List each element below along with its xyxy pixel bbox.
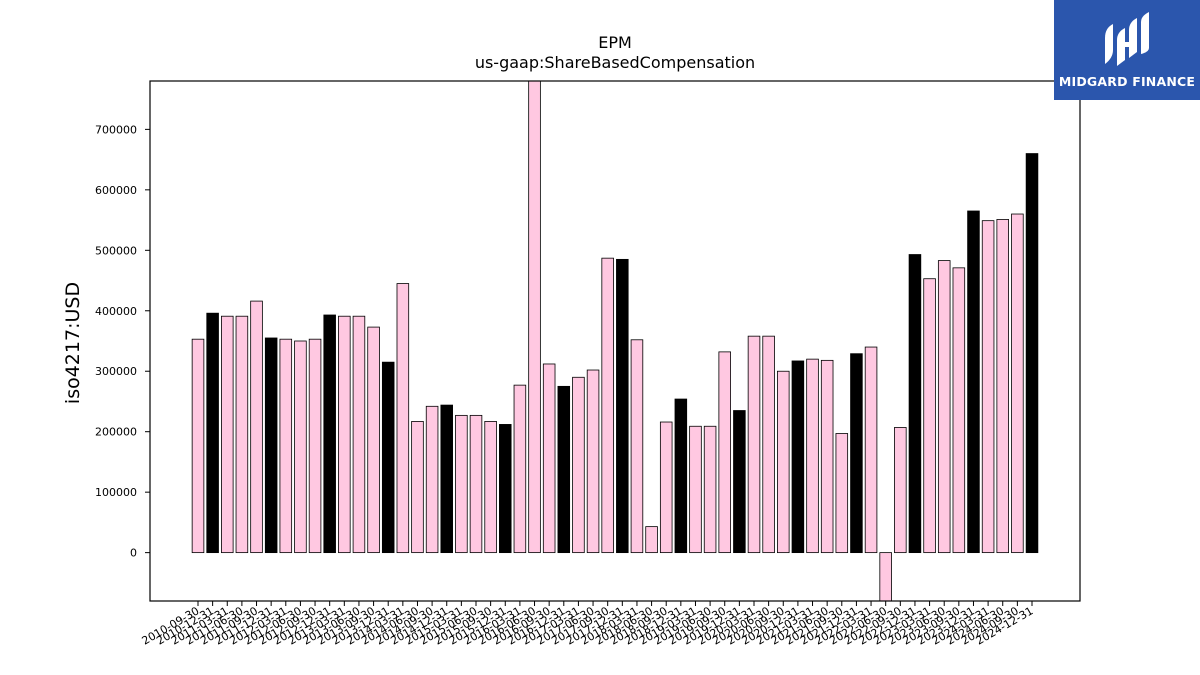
brand-logo: MIDGARD FINANCE <box>1054 0 1200 100</box>
bar-2019-03-31 <box>689 425 702 554</box>
y-tick-label: 400000 <box>95 305 137 318</box>
bar-2020-06-30 <box>762 335 775 554</box>
bar-2020-09-30 <box>777 370 790 554</box>
bar-2012-12-31 <box>323 314 336 554</box>
bar-2020-12-31 <box>791 360 805 554</box>
bar-2021-06-30 <box>820 359 834 554</box>
y-tick-label: 100000 <box>95 486 137 499</box>
plot-frame <box>149 80 1081 602</box>
bar-2010-12-31 <box>206 312 219 554</box>
y-tick-label: 500000 <box>95 244 137 257</box>
y-tick-label: 600000 <box>95 184 137 197</box>
chart-title: EPM <box>598 33 632 52</box>
bar-2013-12-31 <box>381 361 395 554</box>
bar-2018-09-30 <box>659 421 673 554</box>
bar-2012-06-30 <box>294 340 307 554</box>
bar-2014-09-30 <box>425 405 439 554</box>
logo-text: MIDGARD FINANCE <box>1058 73 1196 89</box>
bar-2018-12-31 <box>674 398 688 554</box>
bar-2011-09-30 <box>250 300 263 554</box>
y-tick-label: 0 <box>130 547 137 560</box>
bar-2019-06-30 <box>703 425 717 554</box>
bar-2023-09-30 <box>952 267 966 554</box>
y-axis-label: iso4217:USD <box>62 282 84 404</box>
bar-2013-03-31 <box>338 315 351 554</box>
y-tick-label: 300000 <box>95 365 137 378</box>
bar-2016-09-30 <box>542 363 556 554</box>
bar-2021-12-31 <box>850 353 863 554</box>
bar-2013-09-30 <box>367 326 380 554</box>
bar-2018-03-31 <box>630 339 644 554</box>
bar-2014-06-30 <box>411 421 424 554</box>
bar-2017-12-31 <box>616 258 629 554</box>
bar-2022-09-30 <box>894 427 907 554</box>
bar-2017-06-30 <box>586 369 600 554</box>
bar-2012-09-30 <box>308 338 322 554</box>
chart-subtitle: us-gaap:ShareBasedCompensation <box>475 53 755 72</box>
bar-2016-12-31 <box>557 385 571 554</box>
bar-2015-06-30 <box>469 414 483 554</box>
bar-2015-03-31 <box>455 414 468 554</box>
y-tick-label: 700000 <box>95 123 137 136</box>
bar-2017-09-30 <box>601 257 614 554</box>
bar-2012-03-31 <box>279 338 293 554</box>
bar-2016-06-30 <box>528 81 541 554</box>
bar-2019-09-30 <box>718 351 731 554</box>
bar-2015-12-31 <box>499 424 512 554</box>
y-axis: 0 100000 200000 300000 400000 500000 600000 700… <box>95 123 150 560</box>
plot-area <box>191 81 1039 601</box>
bar-2024-09-30 <box>1011 213 1024 554</box>
bar-2023-06-30 <box>937 260 951 554</box>
bar-2015-09-30 <box>484 421 497 554</box>
bar-2024-03-31 <box>981 220 995 554</box>
bar-2019-12-31 <box>733 410 746 554</box>
bar-2023-12-31 <box>967 210 980 554</box>
bar-2022-12-31 <box>908 254 922 554</box>
bar-2021-03-31 <box>806 358 819 554</box>
bar-2024-12-31 <box>1025 153 1039 554</box>
bar-2022-06-30 <box>879 552 892 601</box>
bar-2023-03-31 <box>923 278 936 554</box>
bar-2016-03-31 <box>513 384 527 554</box>
bar-2024-06-30 <box>996 219 1009 554</box>
bar-2011-06-30 <box>235 315 249 554</box>
bar-2018-06-30 <box>645 526 658 554</box>
y-tick-label: 200000 <box>95 426 137 439</box>
bar-2011-03-31 <box>221 315 234 554</box>
bar-2011-12-31 <box>264 337 278 554</box>
bar-2022-03-31 <box>864 346 878 554</box>
x-axis: 2010-09-302010-12-312011-03-312011-06-30… <box>140 601 1036 648</box>
bar-2014-12-31 <box>440 404 453 554</box>
bar-2010-09-30 <box>191 338 205 554</box>
bar-2020-03-31 <box>747 335 761 554</box>
midgard-logo-mark-icon <box>1105 11 1149 66</box>
bar-2013-06-30 <box>352 315 366 554</box>
bar-2014-03-31 <box>396 283 410 554</box>
bar-2021-09-30 <box>835 433 849 554</box>
bar-2017-03-31 <box>572 376 585 554</box>
